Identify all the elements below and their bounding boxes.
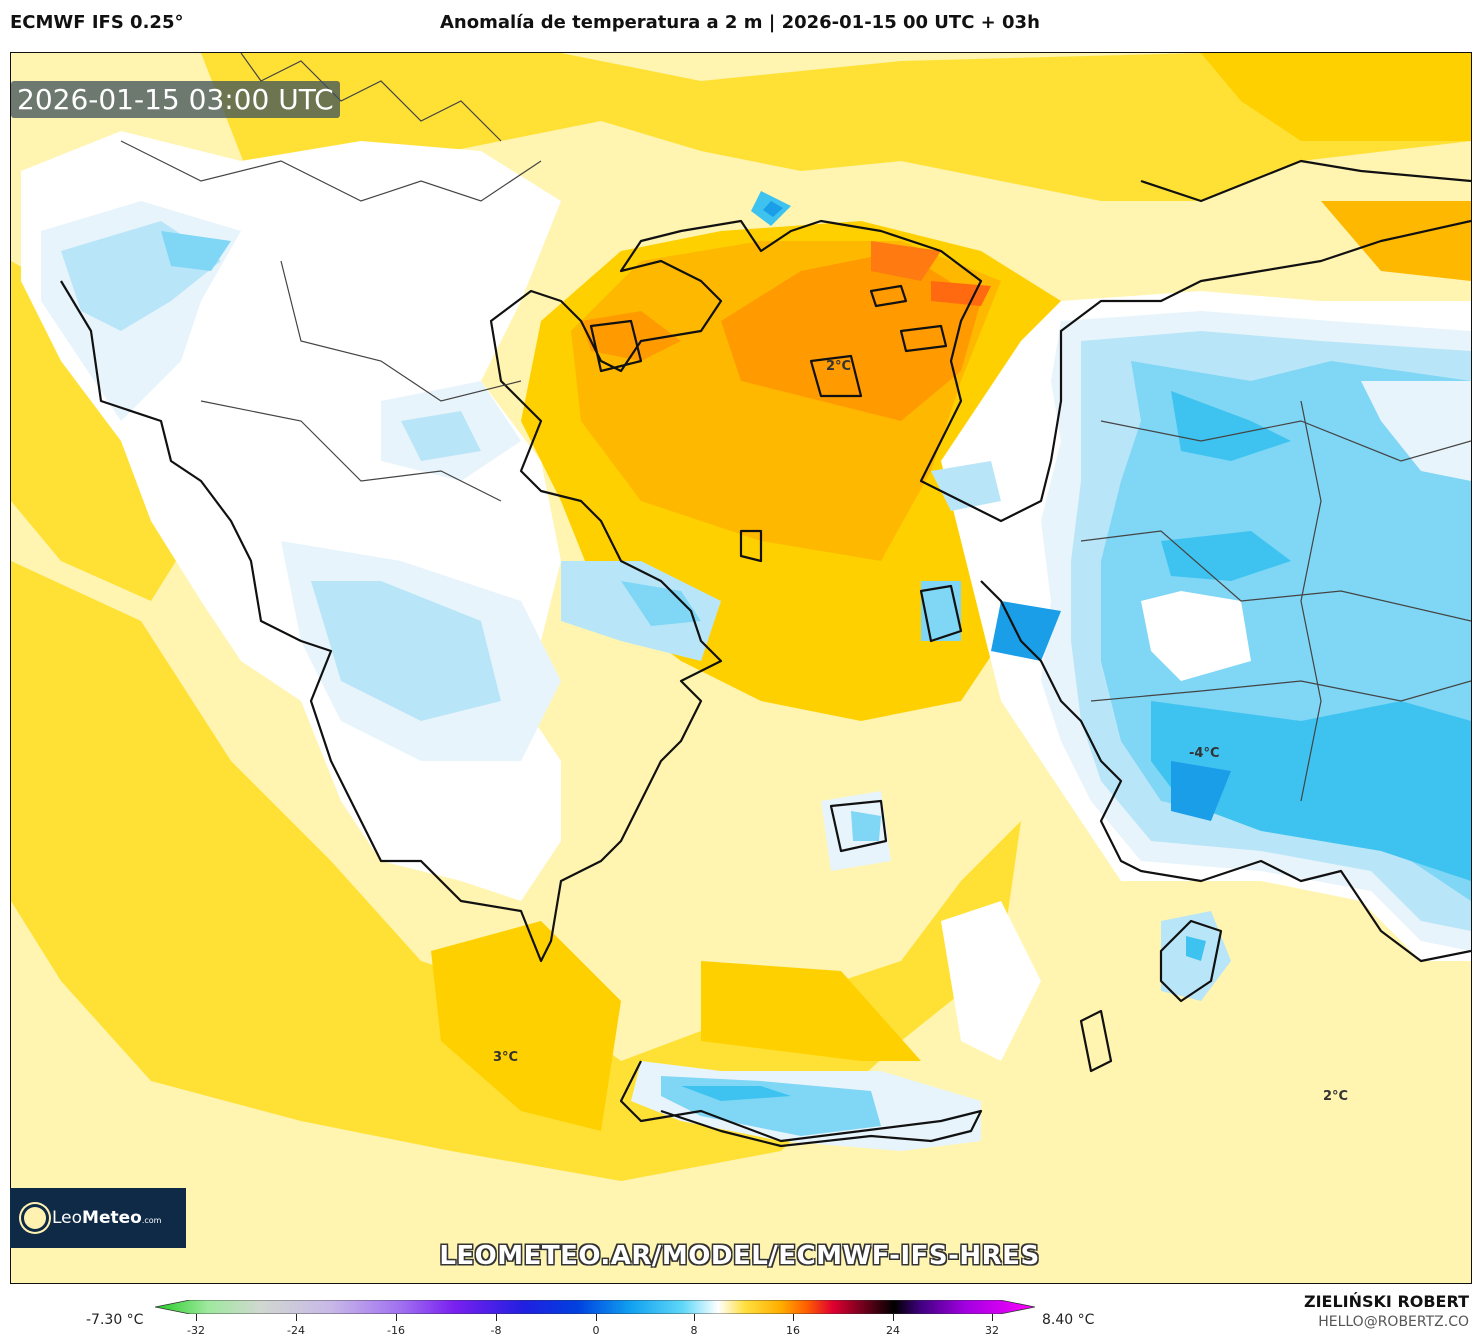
sun-icon xyxy=(24,1207,46,1229)
colorbar-tick-label: 0 xyxy=(592,1324,600,1337)
colorbar-min-label: -7.30 °C xyxy=(86,1312,144,1328)
valid-time-badge: 2026-01-15 03:00 UTC xyxy=(11,81,340,118)
colorbar xyxy=(155,1300,1035,1314)
colorbar-max-label: 8.40 °C xyxy=(1042,1312,1095,1328)
contour-fill-layer xyxy=(11,53,1471,1181)
leometeo-logo[interactable]: LeoMeteo.com xyxy=(10,1188,186,1248)
colorbar-tick-label: 32 xyxy=(985,1324,999,1337)
colorbar-tick xyxy=(596,1314,597,1321)
colorbar-tick-label: 16 xyxy=(786,1324,800,1337)
colorbar-tick xyxy=(396,1314,397,1321)
colorbar-tick xyxy=(496,1314,497,1321)
colorbar-tick-label: 8 xyxy=(690,1324,698,1337)
colorbar-tick xyxy=(196,1314,197,1321)
colorbar-tick xyxy=(694,1314,695,1321)
author-email[interactable]: HELLO@ROBERTZ.CO xyxy=(1318,1314,1469,1330)
colorbar-tick xyxy=(992,1314,993,1321)
colorbar-tick-label: -32 xyxy=(187,1324,205,1337)
contour-label: 2°C xyxy=(826,359,852,374)
colorbar-tick xyxy=(893,1314,894,1321)
colorbar-tick-label: 24 xyxy=(886,1324,900,1337)
author-name: ZIELIŃSKI ROBERT xyxy=(1303,1292,1469,1311)
chart-title: Anomalía de temperatura a 2 m | 2026-01-… xyxy=(440,12,1040,33)
colorbar-tick xyxy=(793,1314,794,1321)
temperature-anomaly-map[interactable]: 2026-01-15 03:00 UTC 2°C -4°C 3°C 2°C xyxy=(10,52,1472,1284)
model-name: ECMWF IFS 0.25° xyxy=(10,12,184,33)
logo-text: LeoMeteo.com xyxy=(52,1208,162,1228)
colorbar-tick-label: -8 xyxy=(490,1324,502,1337)
colorbar-tick-label: -16 xyxy=(387,1324,405,1337)
contour-label: 2°C xyxy=(1323,1089,1349,1104)
colorbar-tick xyxy=(296,1314,297,1321)
contour-label: 3°C xyxy=(493,1050,519,1065)
contour-label: -4°C xyxy=(1189,746,1220,761)
model-url-watermark: LEOMETEO.AR/MODEL/ECMWF-IFS-HRES xyxy=(439,1241,1040,1271)
colorbar-tick-label: -24 xyxy=(287,1324,305,1337)
